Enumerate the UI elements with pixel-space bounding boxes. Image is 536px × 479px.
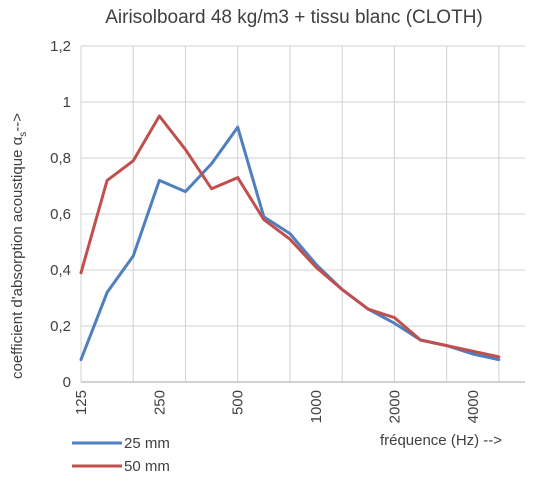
y-axis-label-main: coefficient d'absorption acoustique α [9,136,26,379]
y-axis-label: coefficient d'absorption acoustique αs--… [9,113,29,379]
legend-label: 50 mm [124,458,170,475]
legend-label: 25 mm [124,435,170,452]
legend: 25 mm 50 mm [72,435,170,475]
y-tick-label: 0,8 [50,150,71,167]
y-axis-label-arrow: --> [9,113,26,132]
x-tick-label: 500 [230,390,247,415]
x-tick-label: 2000 [386,390,403,423]
y-tick-label: 0,2 [50,318,71,335]
y-tick-label: 0,6 [50,206,71,223]
x-tick-label: 1000 [308,390,325,423]
x-tick-label: 125 [73,390,90,415]
y-tick-label: 1,2 [50,38,71,55]
x-axis-label: fréquence (Hz) --> [380,432,502,449]
grid [80,45,525,383]
y-tick-label: 0,4 [50,262,71,279]
x-tick-label: 250 [151,390,168,415]
series [79,114,501,362]
chart-title: Airisolboard 48 kg/m3 + tissu blanc (CLO… [105,7,483,28]
y-axis-label-subscript: s [18,132,29,137]
y-tick-label: 0 [63,374,71,391]
y-tick-label: 1 [63,94,71,111]
x-axis-ticks: 125 250 500 1000 2000 4000 [73,390,482,423]
y-axis-ticks: 0 0,2 0,4 0,6 0,8 1 1,2 [50,38,71,391]
series-line [79,114,501,359]
x-tick-label: 4000 [465,390,482,423]
